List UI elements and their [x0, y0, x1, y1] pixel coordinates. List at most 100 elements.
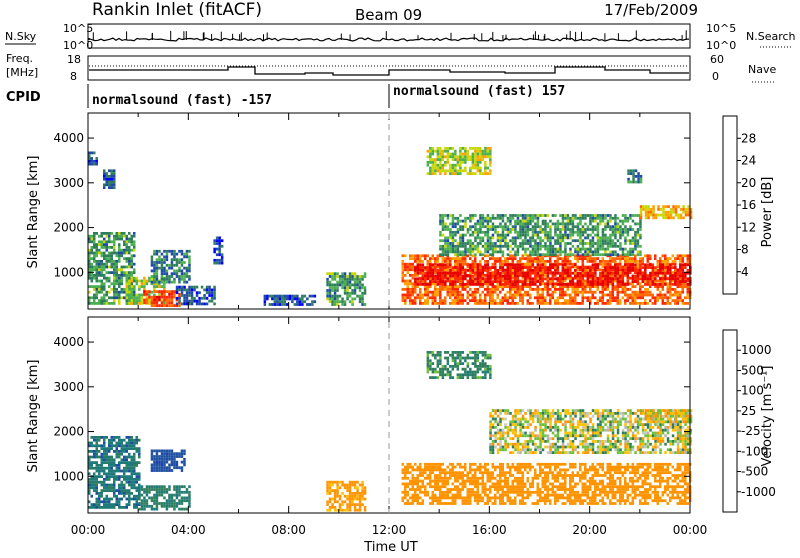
heatmap-cell	[599, 220, 602, 223]
heatmap-cell	[336, 284, 339, 287]
heatmap-cell	[652, 208, 655, 211]
heatmap-cell	[532, 253, 535, 256]
heatmap-cell	[121, 252, 124, 255]
heatmap-cell	[434, 269, 437, 272]
heatmap-cell	[141, 488, 144, 491]
heatmap-cell	[111, 467, 114, 470]
heatmap-cell	[113, 266, 116, 269]
heatmap-cell	[484, 248, 487, 251]
heatmap-cell	[98, 249, 101, 252]
heatmap-cell	[474, 263, 477, 266]
heatmap-cell	[126, 444, 129, 447]
heatmap-cell	[557, 266, 560, 269]
heatmap-cell	[439, 263, 442, 266]
heatmap-cell	[269, 295, 272, 298]
heatmap-cell	[662, 282, 665, 285]
heatmap-cell	[434, 275, 437, 278]
heatmap-cell	[582, 248, 585, 251]
heatmap-cell	[584, 272, 587, 275]
heatmap-cell	[472, 254, 475, 257]
heatmap-cell	[128, 470, 131, 473]
heatmap-cell	[504, 263, 507, 266]
heatmap-cell	[607, 253, 610, 256]
heatmap-cell	[534, 248, 537, 251]
heatmap-cell	[622, 214, 625, 217]
heatmap-cell	[534, 234, 537, 237]
heatmap-cell	[113, 291, 116, 294]
heatmap-cell	[657, 294, 660, 297]
heatmap-cell	[93, 294, 96, 297]
heatmap-cell	[146, 293, 149, 296]
heatmap-cell	[98, 475, 101, 478]
heatmap-cell	[133, 263, 136, 266]
heatmap-cell	[492, 234, 495, 237]
heatmap-cell	[577, 253, 580, 256]
heatmap-cell	[91, 238, 94, 241]
heatmap-cell	[432, 158, 435, 161]
freq-unit-label: [MHz]	[6, 66, 38, 79]
heatmap-cell	[188, 261, 191, 264]
heatmap-cell	[662, 211, 665, 214]
heatmap-cell	[422, 277, 425, 280]
heatmap-cell	[554, 234, 557, 237]
heatmap-cell	[459, 277, 462, 280]
heatmap-cell	[514, 242, 517, 245]
heatmap-cell	[617, 253, 620, 256]
heatmap-cell	[128, 246, 131, 249]
cpid-program-1: normalsound (fast) -157	[92, 93, 272, 108]
heatmap-cell	[569, 242, 572, 245]
heatmap-cell	[128, 274, 131, 277]
heatmap-cell	[584, 288, 587, 291]
heatmap-cell	[111, 436, 114, 439]
heatmap-cell	[564, 223, 567, 226]
heatmap-cell	[529, 257, 532, 260]
heatmap-cell	[589, 217, 592, 220]
heatmap-cell	[457, 266, 460, 269]
heatmap-cell	[274, 303, 277, 306]
heatmap-cell	[96, 277, 99, 280]
heatmap-cell	[645, 205, 648, 208]
heatmap-cell	[682, 285, 685, 288]
heatmap-cell	[163, 258, 166, 261]
heatmap-cell	[128, 240, 131, 243]
heatmap-cell	[464, 217, 467, 220]
heatmap-cell	[286, 295, 289, 298]
heatmap-cell	[619, 248, 622, 251]
heatmap-cell	[574, 251, 577, 254]
heatmap-cell	[409, 266, 412, 269]
heatmap-cell	[213, 248, 216, 251]
heatmap-cell	[637, 234, 640, 237]
heatmap-cell	[647, 263, 650, 266]
heatmap-cell	[487, 167, 490, 170]
heatmap-cell	[644, 269, 647, 272]
heatmap-cell	[306, 303, 309, 306]
heatmap-cell	[502, 220, 505, 223]
heatmap-cell	[609, 272, 612, 275]
heatmap-cell	[404, 282, 407, 285]
heatmap-cell	[126, 456, 129, 459]
heatmap-cell	[116, 453, 119, 456]
heatmap-cell	[497, 225, 500, 228]
heatmap-cell	[459, 272, 462, 275]
heatmap-cell	[492, 245, 495, 248]
heatmap-cell	[572, 299, 575, 302]
heatmap-cell	[103, 277, 106, 280]
heatmap-cell	[459, 266, 462, 269]
heatmap-cell	[482, 155, 485, 158]
heatmap-cell	[444, 251, 447, 254]
heatmap-cell	[447, 277, 450, 280]
heatmap-cell	[106, 280, 109, 283]
heatmap-cell	[537, 291, 540, 294]
heatmap-cell	[562, 269, 565, 272]
heatmap-cell	[111, 288, 114, 291]
heatmap-cell	[514, 280, 517, 283]
heatmap-cell	[339, 275, 342, 278]
heatmap-cell	[624, 228, 627, 231]
heatmap-cell	[664, 283, 667, 286]
heatmap-cell	[133, 461, 136, 464]
heatmap-cell	[118, 243, 121, 246]
heatmap-cell	[572, 288, 575, 291]
heatmap-cell	[156, 304, 159, 307]
heatmap-cell	[101, 464, 104, 467]
heatmap-cell	[569, 217, 572, 220]
